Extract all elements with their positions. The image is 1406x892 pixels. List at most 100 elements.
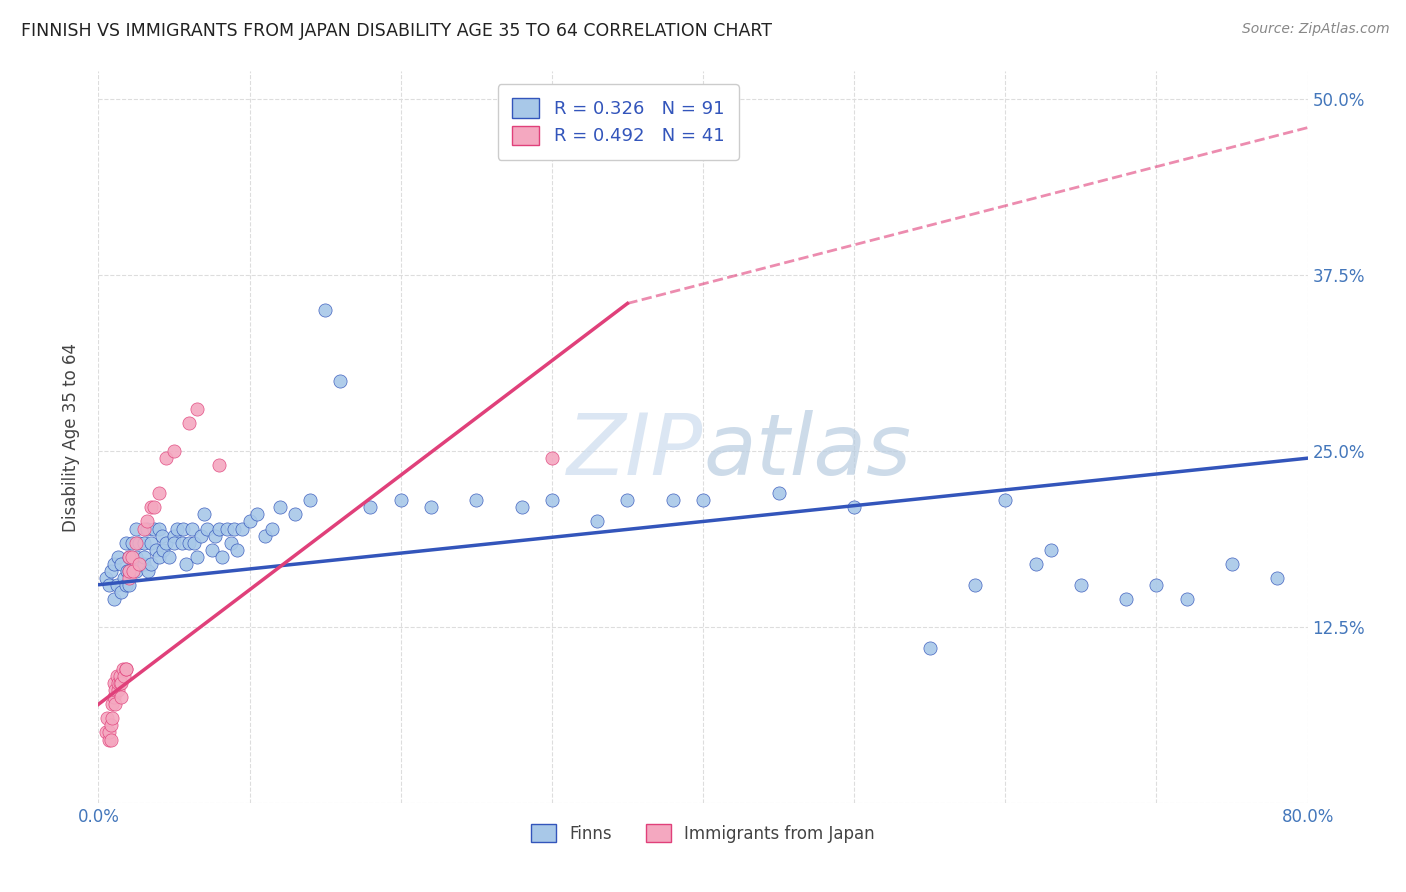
Point: [103, 676, 125, 690]
Point: [510, 500, 533, 515]
Point: [204, 528, 226, 542]
Point: [105, 578, 128, 592]
Point: [211, 549, 233, 564]
Point: [1115, 591, 1137, 606]
Point: [112, 669, 135, 683]
Point: [152, 542, 174, 557]
Point: [661, 493, 683, 508]
Point: [121, 549, 143, 564]
Point: [107, 676, 129, 690]
Point: [1267, 571, 1289, 585]
Point: [143, 500, 166, 515]
Point: [1220, 557, 1243, 571]
Point: [110, 584, 132, 599]
Point: [100, 564, 122, 578]
Point: [94, 725, 117, 739]
Point: [465, 493, 488, 508]
Point: [148, 521, 170, 535]
Legend: Finns, Immigrants from Japan: Finns, Immigrants from Japan: [524, 818, 882, 849]
Point: [692, 493, 714, 508]
Point: [284, 508, 307, 522]
Point: [193, 508, 215, 522]
Point: [389, 493, 412, 508]
Point: [329, 374, 352, 388]
Point: [179, 535, 201, 549]
Point: [918, 641, 941, 656]
Point: [110, 557, 132, 571]
Point: [994, 493, 1017, 508]
Point: [118, 564, 141, 578]
Point: [132, 535, 155, 549]
Point: [101, 698, 124, 712]
Point: [215, 521, 238, 535]
Point: [118, 549, 141, 564]
Point: [226, 542, 249, 557]
Point: [103, 591, 125, 606]
Point: [540, 493, 562, 508]
Point: [360, 500, 382, 515]
Point: [118, 571, 141, 585]
Point: [768, 486, 790, 500]
Point: [94, 571, 117, 585]
Point: [195, 521, 218, 535]
Point: [141, 500, 163, 515]
Point: [114, 662, 136, 676]
Point: [145, 542, 167, 557]
Point: [1175, 591, 1198, 606]
Point: [540, 451, 562, 466]
Point: [262, 521, 284, 535]
Point: [166, 521, 188, 535]
Point: [141, 557, 163, 571]
Point: [163, 535, 186, 549]
Point: [269, 500, 291, 515]
Point: [115, 564, 138, 578]
Point: [118, 564, 141, 578]
Point: [104, 683, 127, 698]
Point: [107, 683, 129, 698]
Point: [965, 578, 987, 592]
Point: [122, 564, 145, 578]
Point: [96, 711, 118, 725]
Point: [136, 564, 159, 578]
Text: ZIP: ZIP: [567, 410, 703, 493]
Point: [110, 676, 132, 690]
Point: [141, 535, 163, 549]
Point: [132, 557, 155, 571]
Point: [104, 698, 127, 712]
Point: [224, 521, 246, 535]
Point: [186, 549, 208, 564]
Point: [129, 557, 152, 571]
Point: [190, 528, 212, 542]
Point: [125, 535, 148, 549]
Point: [163, 444, 186, 458]
Point: [98, 578, 121, 592]
Point: [121, 535, 143, 549]
Point: [616, 493, 638, 508]
Point: [172, 521, 194, 535]
Point: [114, 662, 136, 676]
Point: [1039, 542, 1062, 557]
Point: [125, 521, 148, 535]
Point: [239, 515, 262, 529]
Point: [108, 669, 131, 683]
Point: [103, 690, 125, 705]
Point: [163, 528, 186, 542]
Point: [186, 401, 208, 416]
Point: [181, 521, 204, 535]
Point: [183, 535, 205, 549]
Point: [150, 528, 173, 542]
Point: [174, 557, 197, 571]
Point: [135, 521, 157, 535]
Point: [246, 508, 269, 522]
Point: [155, 535, 177, 549]
Point: [231, 521, 253, 535]
Point: [1024, 557, 1046, 571]
Text: FINNISH VS IMMIGRANTS FROM JAPAN DISABILITY AGE 35 TO 64 CORRELATION CHART: FINNISH VS IMMIGRANTS FROM JAPAN DISABIL…: [21, 22, 772, 40]
Point: [100, 732, 122, 747]
Point: [101, 711, 124, 725]
Point: [112, 571, 135, 585]
Point: [132, 521, 155, 535]
Text: atlas: atlas: [703, 410, 911, 493]
Point: [420, 500, 443, 515]
Point: [132, 549, 155, 564]
